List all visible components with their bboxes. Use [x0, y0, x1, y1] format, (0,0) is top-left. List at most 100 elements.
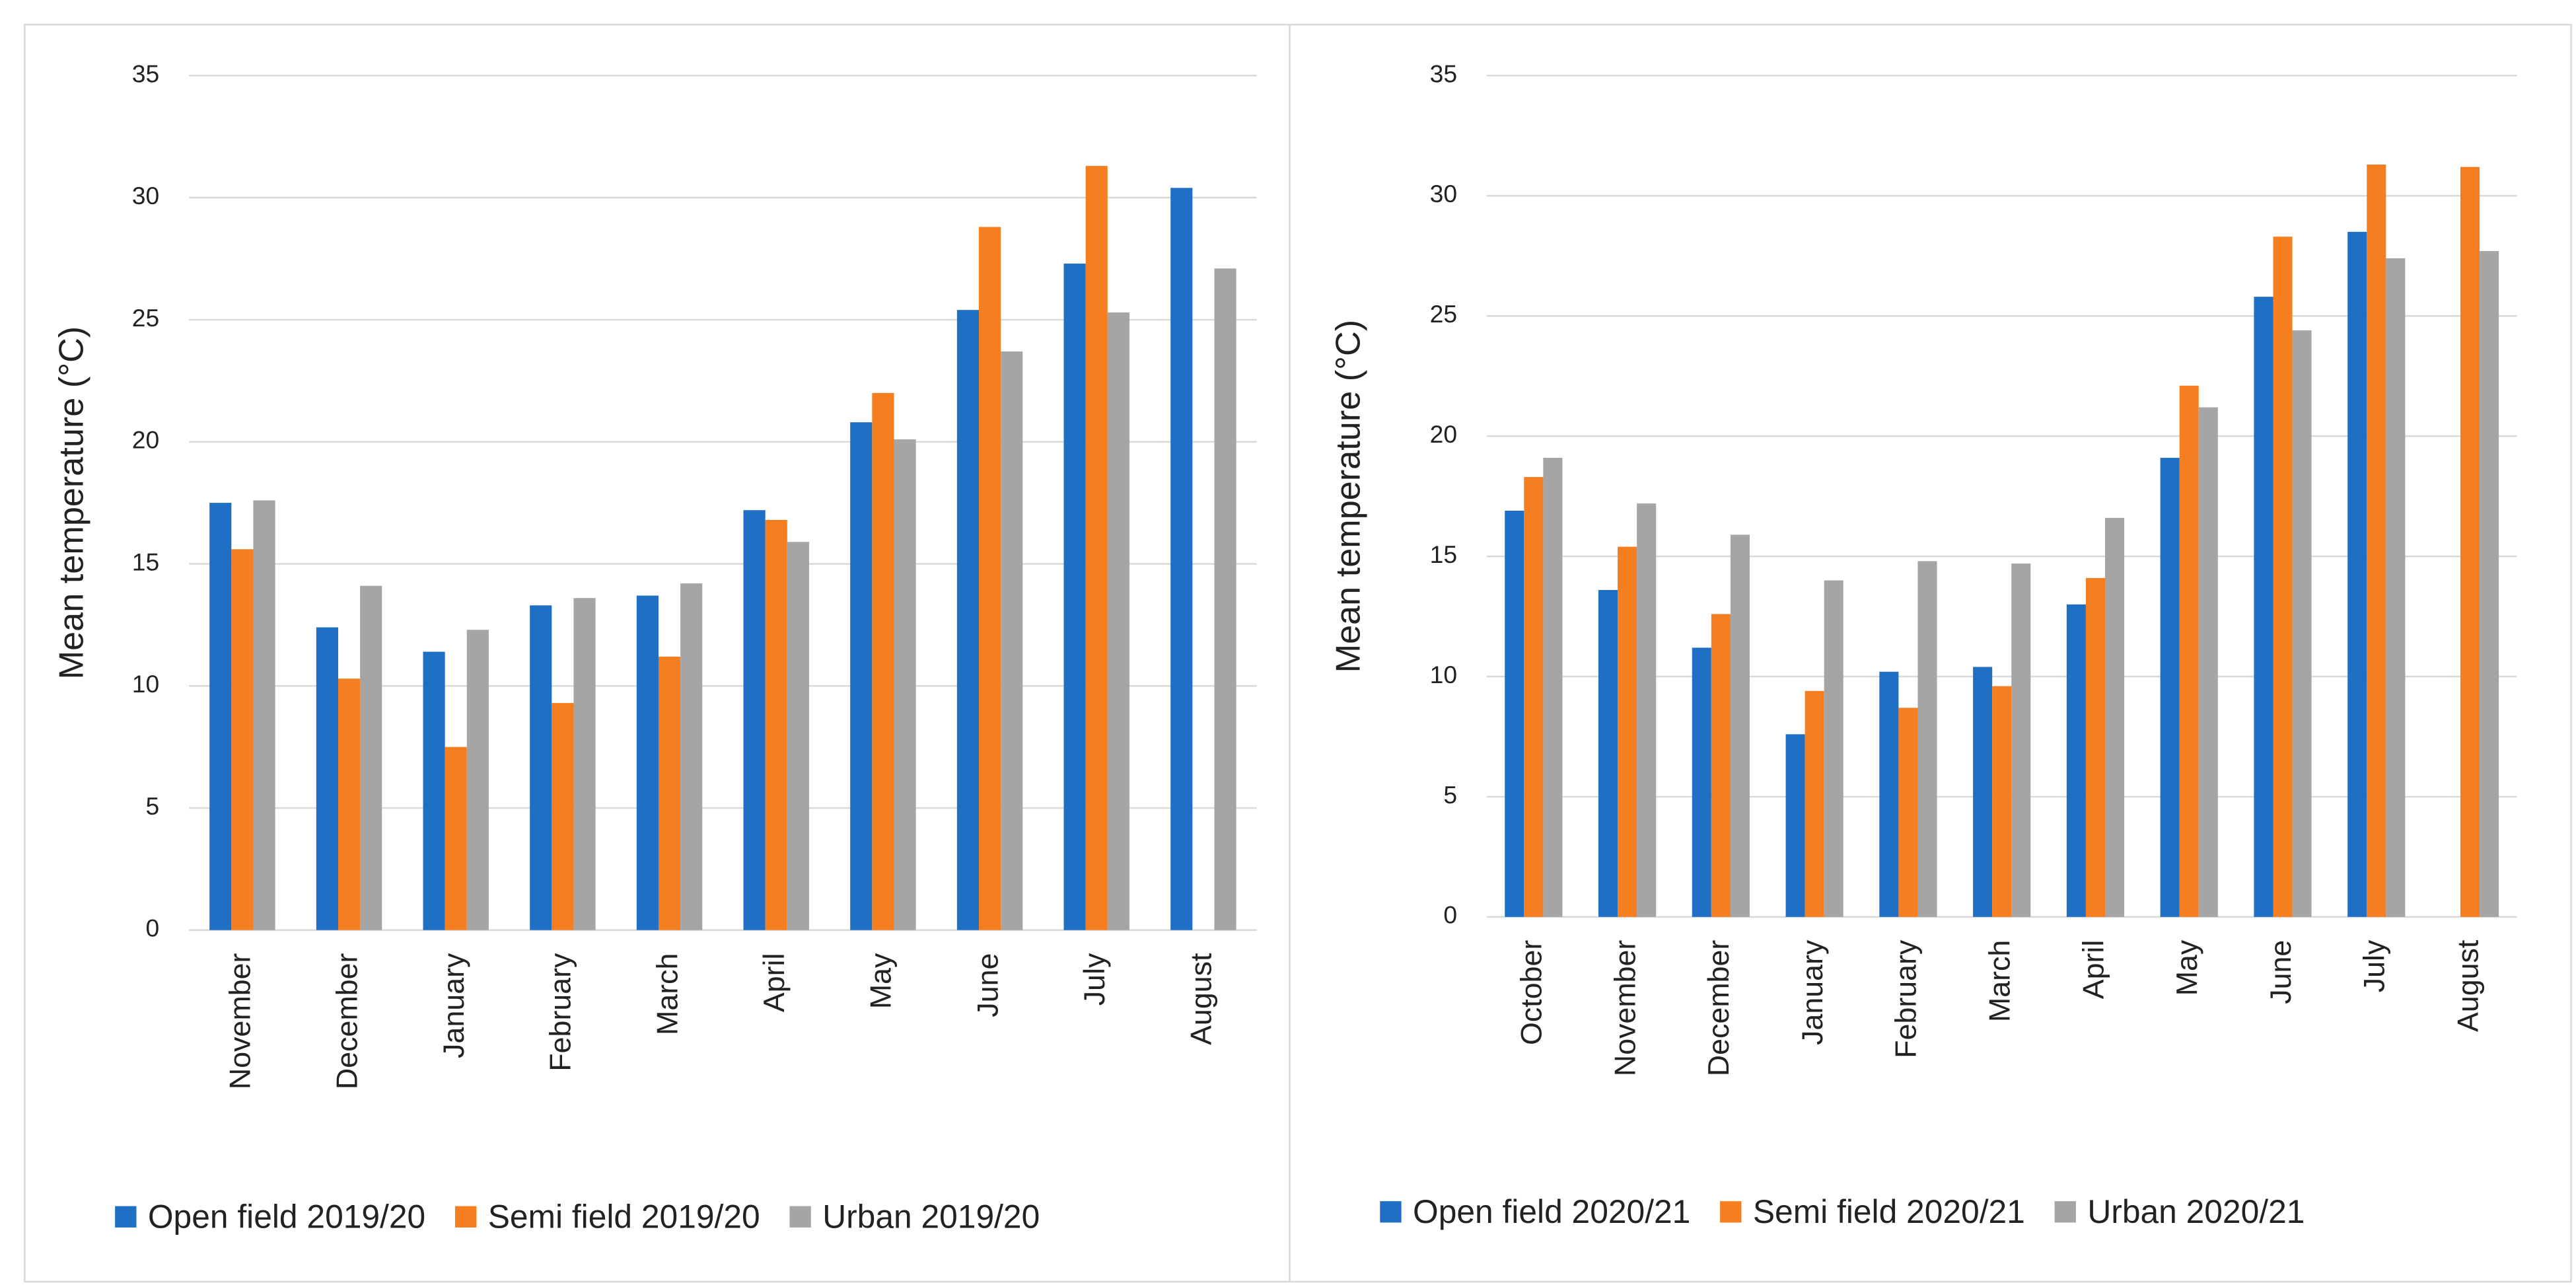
- bar: [636, 595, 659, 930]
- y-tick-label: 25: [1430, 300, 1458, 328]
- y-tick-label: 0: [1443, 901, 1457, 929]
- x-tick-label: February: [1890, 939, 1923, 1058]
- bar: [1085, 166, 1108, 930]
- legend-swatch: [115, 1206, 137, 1228]
- x-tick-label: August: [2451, 939, 2484, 1032]
- bar: [658, 656, 681, 930]
- bar: [956, 310, 979, 930]
- x-tick-label: January: [437, 953, 470, 1058]
- bar: [1973, 667, 1993, 917]
- x-tick-label: May: [865, 953, 898, 1009]
- bar: [1170, 188, 1193, 930]
- bar: [2104, 517, 2125, 917]
- x-tick-label: July: [1078, 953, 1111, 1006]
- bar: [1214, 268, 1236, 930]
- legend-label: Urban 2020/21: [2087, 1193, 2305, 1230]
- x-tick-label: June: [2264, 940, 2297, 1004]
- bar: [573, 598, 596, 930]
- bar: [2198, 407, 2218, 917]
- bar: [2066, 604, 2086, 917]
- bar: [530, 605, 552, 930]
- y-tick-label: 35: [132, 59, 160, 87]
- bar: [1063, 263, 1086, 930]
- x-tick-label: January: [1796, 939, 1829, 1045]
- bar: [338, 679, 361, 930]
- bar: [466, 630, 489, 930]
- bar: [2160, 457, 2180, 917]
- legend-swatch: [454, 1206, 477, 1228]
- legend-swatch: [1380, 1201, 1402, 1223]
- bar: [1917, 561, 1937, 917]
- bar: [1598, 590, 1618, 917]
- y-tick-label: 25: [132, 304, 160, 332]
- x-tick-label: May: [2170, 939, 2203, 996]
- y-tick-label: 30: [1430, 180, 1458, 207]
- bar: [680, 583, 703, 930]
- bar: [1711, 614, 1731, 917]
- y-tick-label: 0: [146, 914, 160, 942]
- legend-swatch: [1720, 1201, 1742, 1223]
- panel-border: [1289, 24, 2572, 1283]
- bar: [1730, 534, 1750, 917]
- bar: [1898, 708, 1918, 917]
- bar: [979, 227, 1001, 930]
- bar: [1637, 503, 1657, 917]
- bar: [316, 627, 338, 930]
- legend-swatch: [2054, 1201, 2076, 1223]
- legend-label: Urban 2019/20: [822, 1198, 1040, 1235]
- y-tick-label: 10: [1430, 661, 1458, 688]
- y-tick-label: 15: [132, 548, 160, 575]
- bar: [743, 510, 766, 930]
- legend-label: Open field 2019/20: [148, 1198, 425, 1235]
- bar: [1805, 690, 1824, 917]
- bar: [1001, 351, 1023, 930]
- bar: [2292, 330, 2312, 917]
- bar: [850, 422, 873, 930]
- y-tick-label: 5: [146, 792, 160, 820]
- y-tick-label: 35: [1430, 59, 1458, 87]
- bar: [2254, 297, 2273, 917]
- bar: [253, 500, 275, 930]
- bar: [787, 542, 809, 930]
- bar: [2480, 251, 2499, 917]
- bar: [1824, 580, 1843, 917]
- bar: [2179, 385, 2199, 917]
- bar: [231, 549, 254, 930]
- y-tick-label: 10: [132, 670, 160, 698]
- bar: [2085, 577, 2105, 917]
- bar: [1107, 312, 1129, 930]
- x-tick-label: December: [330, 953, 363, 1090]
- bar: [209, 503, 232, 930]
- x-tick-label: November: [224, 953, 257, 1090]
- x-tick-label: February: [544, 953, 577, 1072]
- x-tick-label: April: [758, 953, 791, 1013]
- bar: [2011, 564, 2031, 917]
- legend-label: Semi field 2020/21: [1753, 1193, 2025, 1230]
- bar: [2460, 166, 2480, 917]
- bar: [1543, 457, 1563, 917]
- bar: [2347, 231, 2367, 917]
- bar: [2386, 258, 2406, 917]
- x-tick-label: June: [971, 953, 1004, 1017]
- bar: [765, 519, 787, 930]
- bar: [552, 703, 574, 930]
- bar: [894, 439, 916, 930]
- bar: [1785, 734, 1805, 917]
- bar: [1618, 546, 1637, 917]
- bar: [1692, 647, 1711, 917]
- bar: [445, 747, 467, 930]
- x-tick-label: November: [1608, 940, 1641, 1077]
- x-tick-label: March: [651, 953, 684, 1035]
- y-tick-label: 5: [1443, 781, 1457, 809]
- x-tick-label: July: [2358, 939, 2391, 992]
- bar: [1505, 510, 1524, 917]
- bar: [423, 651, 445, 930]
- y-axis-title: Mean temperature (°C): [1329, 320, 1367, 673]
- x-tick-label: December: [1702, 940, 1735, 1077]
- y-axis-title: Mean temperature (°C): [53, 326, 91, 680]
- legend-swatch: [789, 1206, 811, 1228]
- bar: [2273, 237, 2293, 917]
- bar: [1992, 686, 2012, 917]
- y-tick-label: 20: [1430, 420, 1458, 448]
- legend-label: Open field 2020/21: [1413, 1193, 1690, 1230]
